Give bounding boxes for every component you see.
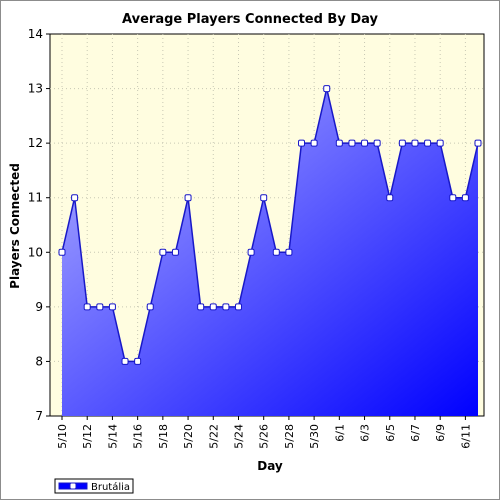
x-tick-label: 5/12 [81, 424, 94, 449]
data-point [134, 357, 142, 365]
data-point [247, 248, 255, 256]
y-axis-ticks: 7 8 9 10 11 12 13 14 [28, 27, 50, 423]
data-point [386, 194, 394, 202]
y-tick-label: 7 [35, 409, 43, 423]
y-tick-label: 14 [28, 27, 43, 41]
data-point [310, 139, 318, 147]
series-markers [58, 85, 482, 365]
data-point [234, 303, 242, 311]
x-tick-label: 5/20 [182, 424, 195, 449]
data-point [474, 139, 482, 147]
data-point [298, 139, 306, 147]
x-tick-label: 6/3 [359, 424, 372, 442]
x-tick-label: 5/28 [283, 424, 296, 449]
x-tick-label: 6/9 [434, 424, 447, 442]
y-tick-label: 9 [35, 300, 43, 314]
data-point [83, 303, 91, 311]
data-point [436, 139, 444, 147]
data-point [260, 194, 268, 202]
x-tick-label: 5/14 [106, 424, 119, 449]
data-point [71, 194, 79, 202]
data-point [171, 248, 179, 256]
legend-marker [69, 482, 77, 490]
data-point [121, 357, 129, 365]
y-tick-label: 13 [28, 82, 43, 96]
data-point [197, 303, 205, 311]
x-tick-label: 5/16 [132, 424, 145, 449]
series-area [61, 88, 479, 417]
data-point [108, 303, 116, 311]
x-axis-ticks: 5/10 5/12 5/14 5/16 5/18 5/20 5/22 5/24 5/26 5/28… [56, 416, 472, 449]
y-tick-label: 11 [28, 191, 43, 205]
chart-title: Average Players Connected By Day [122, 12, 378, 27]
area-fill [62, 88, 478, 417]
y-tick-label: 10 [28, 245, 43, 259]
data-point [361, 139, 369, 147]
x-tick-label: 5/26 [258, 424, 271, 449]
data-point [373, 139, 381, 147]
y-tick-label: 8 [35, 354, 43, 368]
legend: Brutália [54, 478, 134, 494]
x-tick-label: 6/11 [459, 424, 472, 449]
y-axis-label: Players Connected [8, 163, 22, 289]
data-point [58, 248, 66, 256]
data-point [348, 139, 356, 147]
data-point [461, 194, 469, 202]
x-tick-label: 6/1 [333, 424, 346, 442]
y-tick-label: 12 [28, 136, 43, 150]
x-tick-label: 5/18 [157, 424, 170, 449]
series-line [61, 88, 479, 363]
data-point [184, 194, 192, 202]
x-tick-label: 5/30 [308, 424, 321, 449]
data-point [449, 194, 457, 202]
data-point [96, 303, 104, 311]
x-tick-label: 5/24 [232, 424, 245, 449]
x-tick-label: 5/22 [207, 424, 220, 449]
data-point [411, 139, 419, 147]
data-point [159, 248, 167, 256]
x-tick-label: 6/7 [409, 424, 422, 442]
data-point [424, 139, 432, 147]
data-point [335, 139, 343, 147]
x-tick-label: 6/5 [384, 424, 397, 442]
legend-label: Brutália [91, 481, 130, 493]
data-point [209, 303, 217, 311]
data-point [146, 303, 154, 311]
data-point [285, 248, 293, 256]
data-point [323, 85, 331, 93]
data-point [398, 139, 406, 147]
data-point [222, 303, 230, 311]
x-tick-label: 5/10 [56, 424, 69, 449]
x-axis-label: Day [257, 459, 283, 473]
data-point [272, 248, 280, 256]
